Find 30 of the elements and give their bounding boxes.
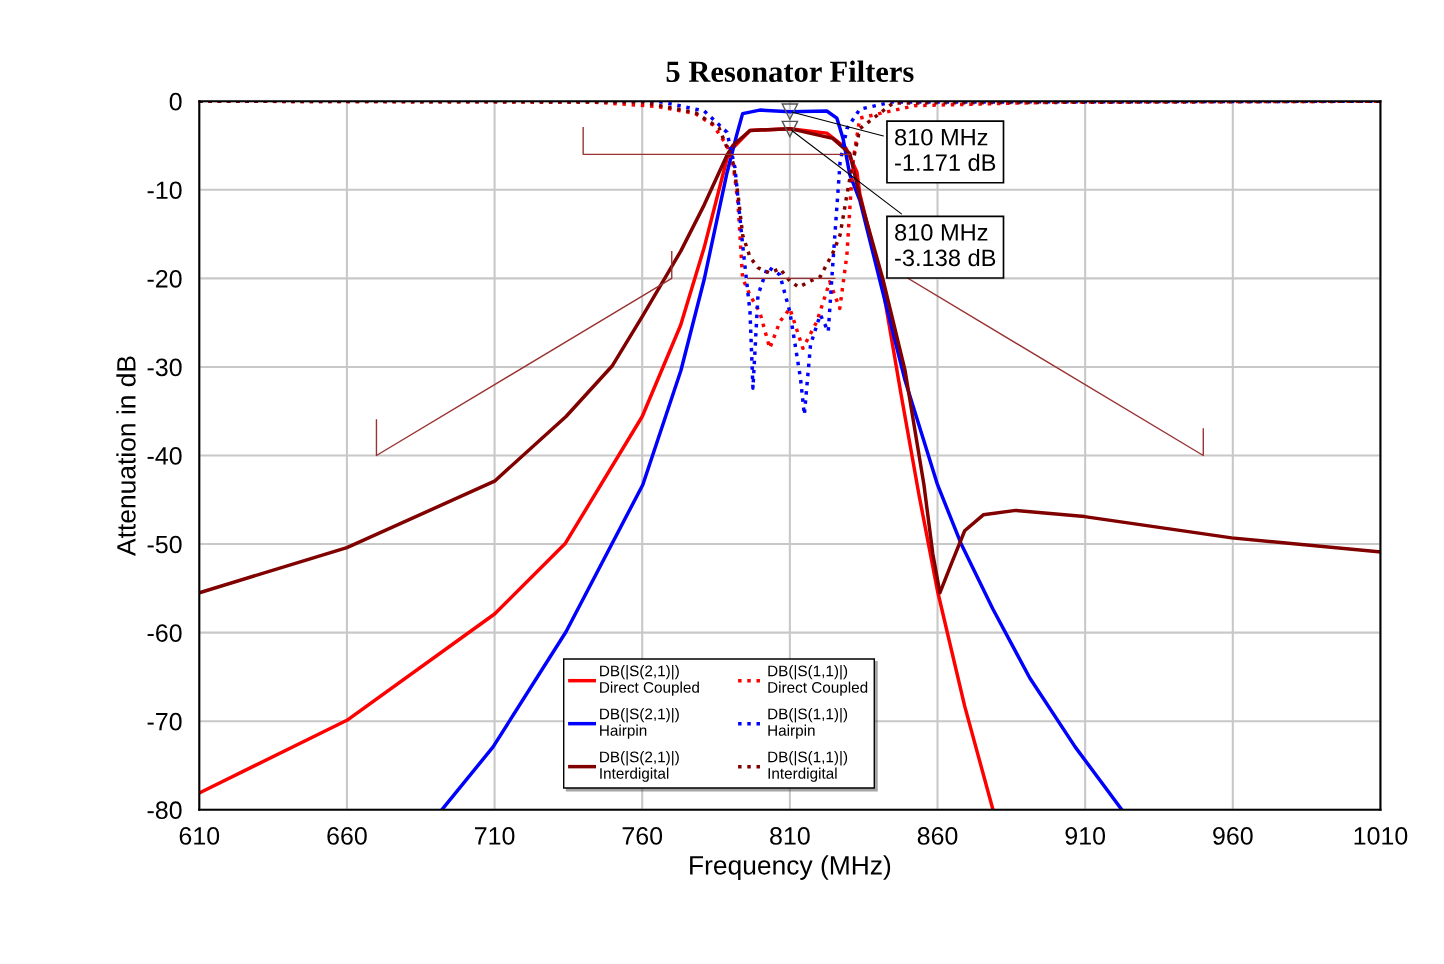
y-tick-label: -60: [147, 624, 182, 642]
x-tick-label: 910: [1065, 827, 1106, 845]
legend-label: DB(|S(1,1)|) Interdigital: [768, 751, 848, 782]
x-tick-label: 660: [327, 827, 367, 845]
annotation: 810 MHz -1.171 dB: [895, 128, 996, 172]
y-tick-label: -20: [147, 269, 182, 288]
y-tick-label: -30: [147, 358, 182, 377]
x-tick-label: 610: [179, 827, 220, 845]
x-axis-title: Frequency (MHz): [690, 855, 891, 880]
y-tick-label: 0: [169, 92, 182, 111]
x-tick-label: 1010: [1354, 827, 1408, 845]
legend-label: DB(|S(2,1)|) Interdigital: [600, 751, 679, 782]
x-tick-label: 860: [917, 827, 958, 845]
y-tick-label: -70: [147, 712, 182, 731]
x-tick-label: 810: [770, 827, 810, 845]
x-tick-label: 760: [622, 827, 663, 845]
chart-title: 5 Resonator Filters: [666, 60, 914, 83]
y-tick-label: -40: [147, 447, 182, 465]
legend-label: DB(|S(2,1)|) Hairpin: [600, 708, 679, 739]
annotation: 810 MHz -3.138 dB: [895, 224, 996, 267]
y-axis-title: Attenuation in dB: [116, 356, 136, 556]
legend-label: DB(|S(1,1)|) Hairpin: [768, 708, 848, 739]
x-tick-label: 960: [1213, 827, 1253, 845]
line-series: [375, 251, 673, 457]
y-tick-label: -50: [147, 535, 182, 554]
x-tick-label: 710: [475, 827, 515, 845]
y-tick-label: -10: [147, 181, 182, 200]
legend-label: DB(|S(2,1)|) Direct Coupled: [600, 665, 699, 696]
legend-label: DB(|S(1,1)|) Direct Coupled: [768, 665, 868, 696]
y-tick-label: -80: [147, 801, 182, 820]
